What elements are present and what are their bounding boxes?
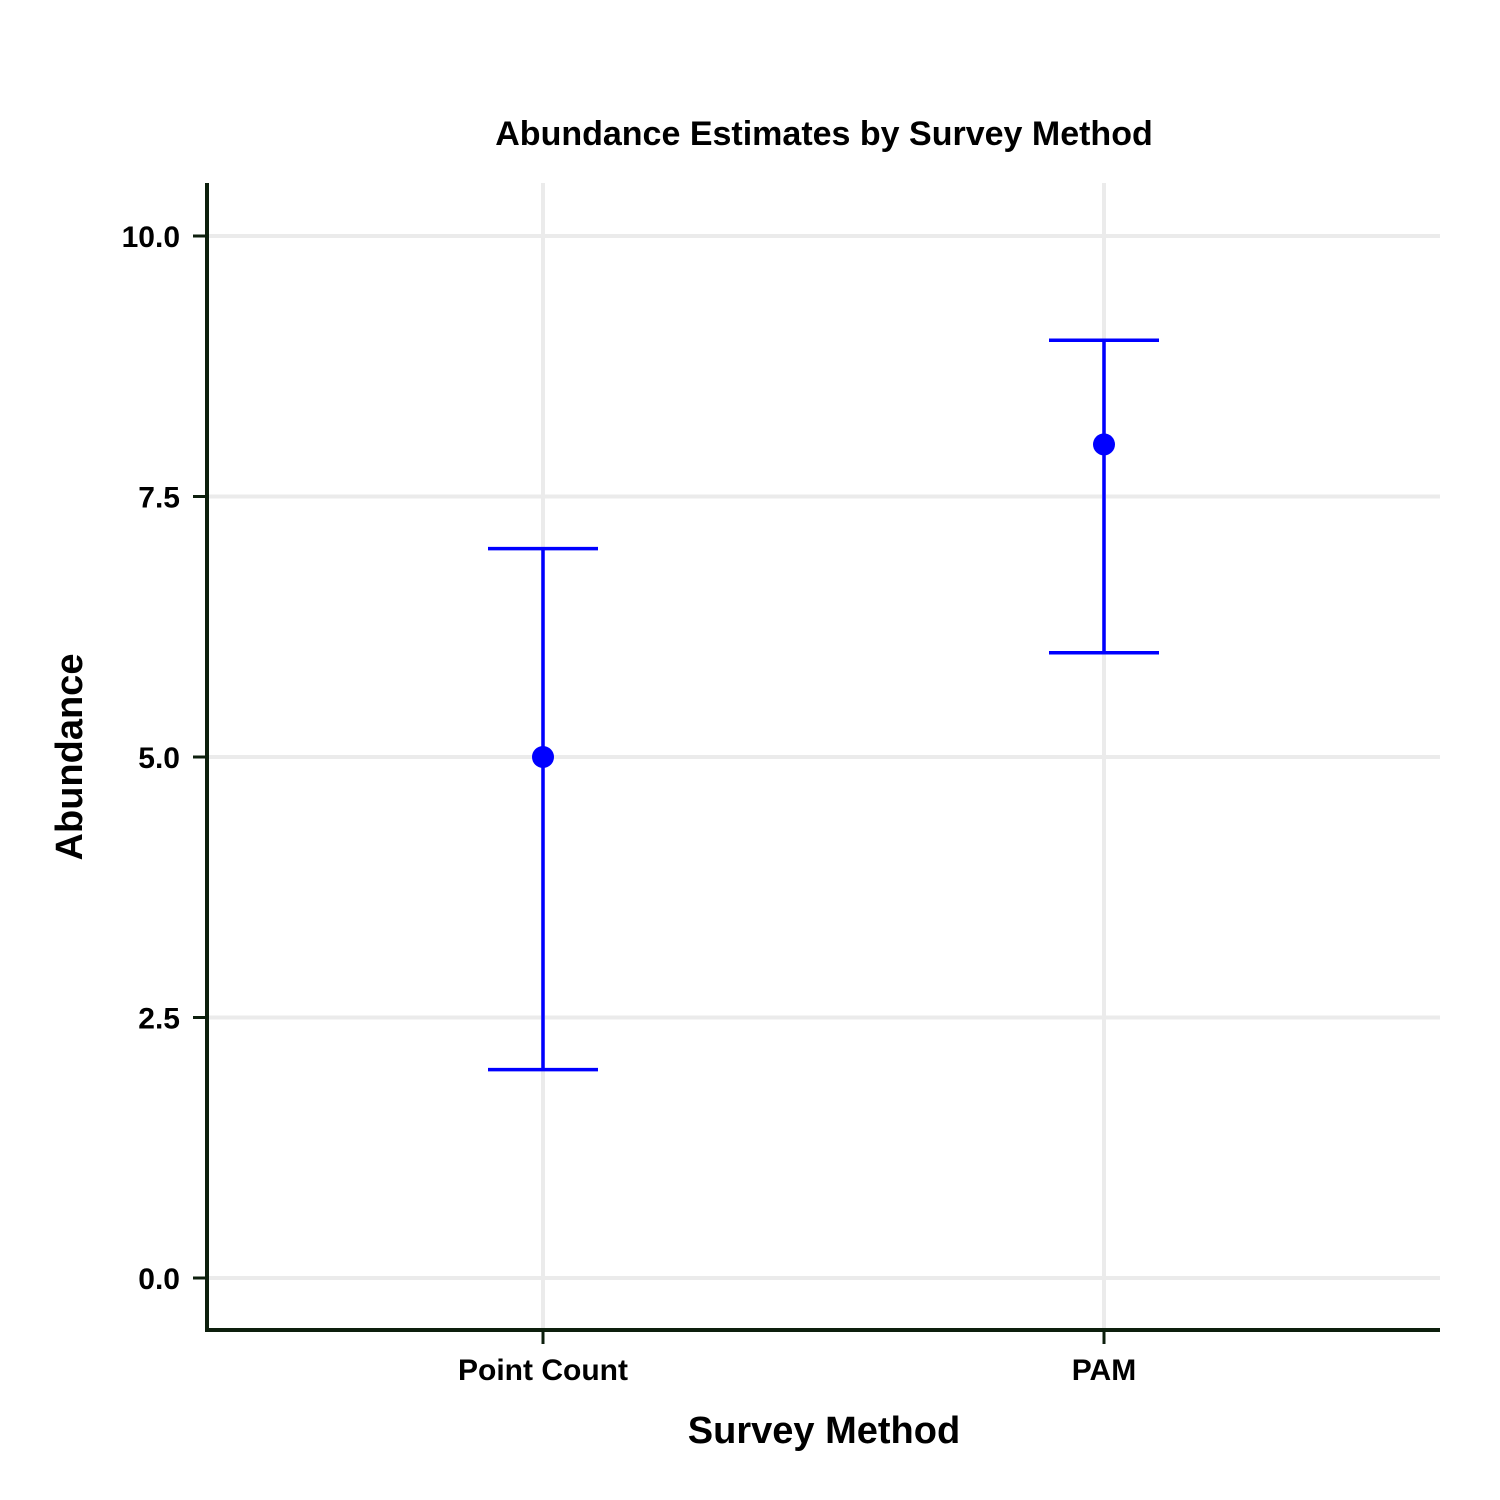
- x-tick-label: PAM: [1072, 1354, 1136, 1387]
- x-tick-label: Point Count: [458, 1354, 628, 1387]
- y-tick-label: 2.5: [138, 1003, 180, 1036]
- y-tick-label: 0.0: [138, 1263, 180, 1296]
- data-point: [532, 746, 554, 768]
- y-axis-label: Abundance: [49, 654, 91, 861]
- axis-layer: 0.0 2.5 5.0 7.5 10.0 Point Count PAM: [122, 183, 1440, 1387]
- data-point: [1093, 433, 1115, 456]
- y-tick-label: 7.5: [138, 482, 180, 515]
- chart-title: Abundance Estimates by Survey Method: [495, 115, 1153, 153]
- x-axis-label: Survey Method: [688, 1410, 960, 1452]
- y-tick-label: 5.0: [138, 742, 180, 775]
- data-layer: [488, 338, 1159, 1072]
- y-tick-label: 10.0: [122, 221, 180, 254]
- grid-layer: [207, 183, 1440, 1330]
